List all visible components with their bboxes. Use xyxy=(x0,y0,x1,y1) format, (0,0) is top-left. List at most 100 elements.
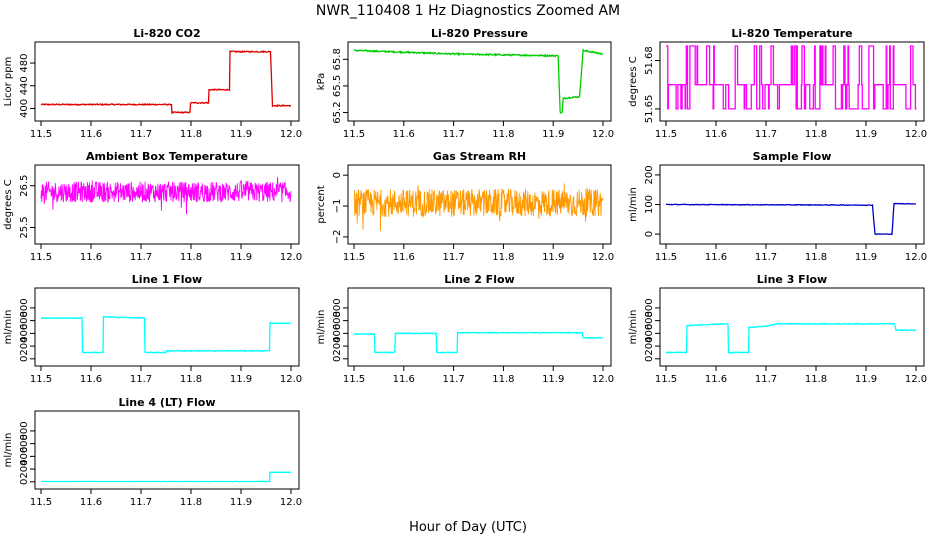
figure-title: NWR_110408 1 Hz Diagnostics Zoomed AM xyxy=(316,3,620,19)
x-tick-label: 11.9 xyxy=(542,374,564,385)
y-tick-label: 0 xyxy=(644,356,655,362)
x-tick-label: 11.7 xyxy=(442,374,464,385)
panel-9: Line 3 Flow 11.5 11.6 11.7 11.8 11.9 12.0 02004… xyxy=(628,273,927,385)
panel-title: Li-820 CO2 xyxy=(133,27,200,40)
x-tick-label: 11.6 xyxy=(80,374,102,385)
y-axis-label: ml/min xyxy=(316,310,327,345)
y-axis-label: ml/min xyxy=(3,433,14,468)
y-tick-label: 51.65 xyxy=(644,95,655,124)
x-tick-label: 11.7 xyxy=(442,129,464,140)
x-tick-label: 11.5 xyxy=(30,497,52,508)
x-tick-label: 11.5 xyxy=(30,252,52,263)
y-tick-label: 25.5 xyxy=(19,216,30,238)
x-tick-label: 11.8 xyxy=(180,374,202,385)
series-line xyxy=(353,48,604,114)
x-tick-label: 11.6 xyxy=(705,252,727,263)
x-tick-label: 12.0 xyxy=(592,129,614,140)
x-tick-label: 11.5 xyxy=(343,129,365,140)
x-tick-label: 12.0 xyxy=(280,497,302,508)
x-tick-label: 11.7 xyxy=(130,497,152,508)
x-tick-label: 11.5 xyxy=(343,252,365,263)
y-axis-label: Licor ppm xyxy=(3,57,14,107)
x-tick-label: 11.5 xyxy=(655,374,677,385)
panel-title: Sample Flow xyxy=(753,150,832,163)
x-tick-label: 11.6 xyxy=(80,252,102,263)
plot-frame xyxy=(347,41,612,122)
x-tick-label: 11.6 xyxy=(393,252,415,263)
panel-5: Gas Stream RH 11.5 11.6 11.7 11.8 11.9 12.0 −2 −… xyxy=(316,150,614,263)
x-tick-label: 12.0 xyxy=(905,374,927,385)
panel-6: Sample Flow 11.5 11.6 11.7 11.8 11.9 12.0 0 100 2… xyxy=(628,150,927,263)
panel-title: Line 2 Flow xyxy=(444,273,514,286)
y-tick-label: 600 xyxy=(19,434,30,453)
x-tick-label: 11.8 xyxy=(180,252,202,263)
y-tick-label: 400 xyxy=(332,324,343,343)
y-tick-label: 200 xyxy=(19,460,30,479)
plot-frame xyxy=(34,287,300,367)
panel-10: Line 4 (LT) Flow 11.5 11.6 11.7 11.8 11.9 12.0… xyxy=(3,396,302,508)
x-tick-label: 12.0 xyxy=(592,374,614,385)
x-tick-label: 11.9 xyxy=(855,129,877,140)
x-tick-label: 11.9 xyxy=(230,374,252,385)
x-tick-label: 11.9 xyxy=(230,129,252,140)
panels-group: Li-820 CO2 11.5 11.6 11.7 11.8 11.9 12.0 400 440… xyxy=(3,27,927,508)
y-tick-label: 440 xyxy=(19,76,30,95)
x-tick-label: 11.9 xyxy=(855,374,877,385)
x-tick-label: 11.8 xyxy=(180,497,202,508)
x-tick-label: 11.5 xyxy=(343,374,365,385)
series-line xyxy=(353,331,604,354)
series-line xyxy=(40,315,292,354)
y-tick-label: 800 xyxy=(19,298,30,317)
x-tick-label: 11.9 xyxy=(230,252,252,263)
y-tick-label: 400 xyxy=(19,447,30,466)
x-tick-label: 11.8 xyxy=(805,374,827,385)
x-tick-label: 11.6 xyxy=(80,129,102,140)
x-tick-label: 11.7 xyxy=(755,374,777,385)
y-tick-label: 800 xyxy=(19,421,30,440)
y-axis-label: ml/min xyxy=(3,310,14,345)
y-tick-label: 600 xyxy=(19,311,30,330)
y-tick-label: 26.5 xyxy=(19,175,30,197)
x-tick-label: 11.5 xyxy=(30,374,52,385)
x-tick-label: 11.8 xyxy=(180,129,202,140)
y-tick-label: 600 xyxy=(644,311,655,330)
x-tick-label: 11.9 xyxy=(855,252,877,263)
y-tick-label: 400 xyxy=(644,324,655,343)
y-tick-label: 51.68 xyxy=(644,46,655,75)
series-line xyxy=(666,45,917,110)
y-tick-label: 200 xyxy=(644,337,655,356)
panel-1: Li-820 CO2 11.5 11.6 11.7 11.8 11.9 12.0 400 440… xyxy=(3,27,302,140)
panel-title: Line 4 (LT) Flow xyxy=(119,396,216,409)
x-tick-label: 11.6 xyxy=(80,497,102,508)
panel-7: Line 1 Flow 11.5 11.6 11.7 11.8 11.9 12.0 02004… xyxy=(3,273,302,385)
panel-3: Li-820 Temperature 11.5 11.6 11.7 11.8 11.9 12… xyxy=(628,27,927,140)
x-tick-label: 11.9 xyxy=(542,129,564,140)
y-tick-label: 800 xyxy=(332,298,343,317)
panel-title: Line 1 Flow xyxy=(132,273,202,286)
x-tick-label: 11.8 xyxy=(805,129,827,140)
y-tick-label: 100 xyxy=(644,195,655,214)
plot-frame xyxy=(34,410,300,490)
plot-frame xyxy=(34,41,300,122)
x-tick-label: 11.7 xyxy=(130,129,152,140)
x-tick-label: 11.7 xyxy=(130,374,152,385)
y-axis-label: ml/min xyxy=(628,310,639,345)
y-tick-label: 65.5 xyxy=(332,75,343,97)
x-tick-label: 12.0 xyxy=(280,129,302,140)
y-tick-label: 480 xyxy=(19,53,30,72)
y-tick-label: 0 xyxy=(332,172,343,178)
y-tick-label: 200 xyxy=(332,337,343,356)
plot-frame xyxy=(347,164,612,245)
x-tick-label: 12.0 xyxy=(280,374,302,385)
series-line xyxy=(665,202,916,236)
x-tick-label: 11.7 xyxy=(755,252,777,263)
figure-x-axis-label: Hour of Day (UTC) xyxy=(409,520,527,535)
y-tick-label: 65.2 xyxy=(332,101,343,123)
x-tick-label: 11.7 xyxy=(130,252,152,263)
x-tick-label: 11.5 xyxy=(30,129,52,140)
x-tick-label: 11.7 xyxy=(755,129,777,140)
y-axis-label: degrees C xyxy=(628,56,639,106)
series-line xyxy=(353,183,604,231)
plot-frame xyxy=(659,287,925,367)
